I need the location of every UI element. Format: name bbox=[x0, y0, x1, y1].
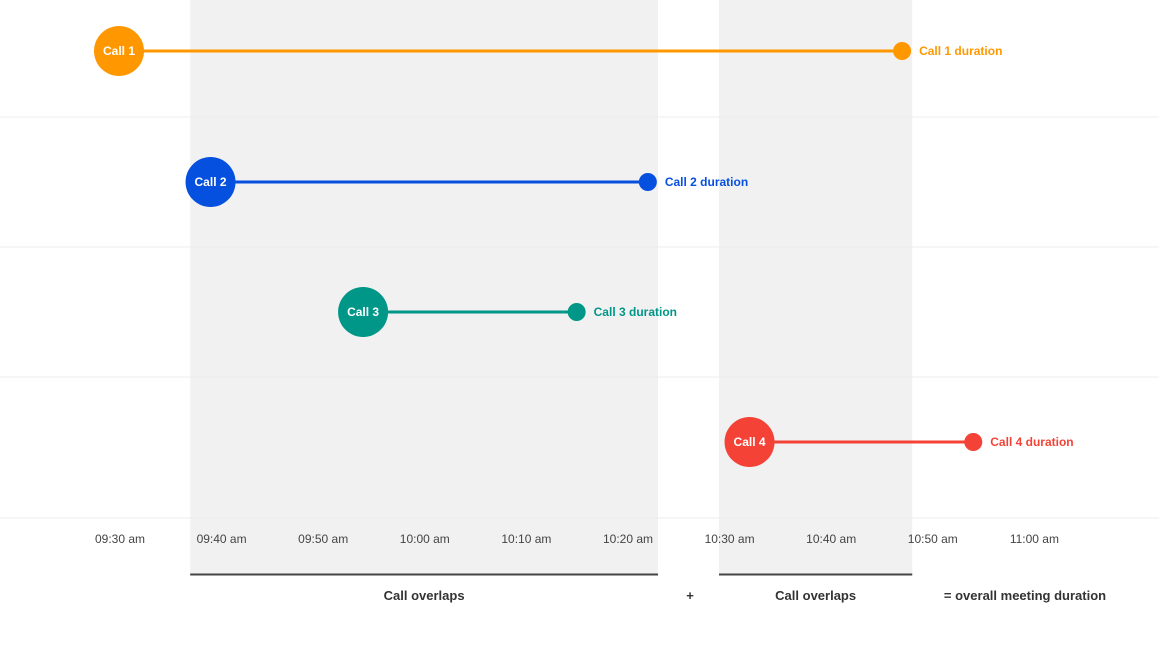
overlap-label: Call overlaps bbox=[384, 588, 465, 603]
call-name-label: Call 3 bbox=[347, 305, 379, 319]
call-start-marker[interactable] bbox=[185, 157, 236, 207]
call-duration-label: Call 1 duration bbox=[919, 44, 1002, 58]
x-tick-label: 09:40 am bbox=[197, 532, 247, 546]
overlap-label: Call overlaps bbox=[775, 588, 856, 603]
call-end-marker[interactable] bbox=[964, 433, 983, 451]
call-end-marker[interactable] bbox=[567, 303, 586, 321]
x-tick-label: 10:20 am bbox=[603, 532, 653, 546]
x-tick-label: 10:30 am bbox=[705, 532, 755, 546]
call-series: Call 3 Call 3 duration bbox=[338, 287, 677, 337]
call-end-marker[interactable] bbox=[638, 173, 657, 191]
call-start-marker[interactable] bbox=[724, 417, 775, 467]
x-tick-label: 10:50 am bbox=[908, 532, 958, 546]
total-duration-annotation: = overall meeting duration bbox=[944, 588, 1106, 603]
plus-annotation: + bbox=[686, 588, 694, 603]
call-series: Call 1 Call 1 duration bbox=[94, 26, 1002, 76]
call-series: Call 2 Call 2 duration bbox=[185, 157, 748, 207]
call-name-label: Call 1 bbox=[103, 44, 135, 58]
x-tick-label: 10:40 am bbox=[806, 532, 856, 546]
call-series: Call 4 Call 4 duration bbox=[724, 417, 1074, 467]
call-name-label: Call 2 bbox=[195, 175, 227, 189]
call-start-marker[interactable] bbox=[94, 26, 144, 76]
overlap-region bbox=[190, 0, 659, 575]
call-duration-label: Call 3 duration bbox=[594, 305, 677, 319]
x-tick-label: 10:00 am bbox=[400, 532, 450, 546]
x-tick-label: 11:00 am bbox=[1010, 532, 1059, 546]
call-name-label: Call 4 bbox=[734, 435, 766, 449]
x-tick-label: 09:30 am bbox=[95, 532, 145, 546]
x-tick-label: 09:50 am bbox=[298, 532, 348, 546]
call-duration-label: Call 4 duration bbox=[990, 435, 1073, 449]
x-tick-label: 10:10 am bbox=[501, 532, 551, 546]
call-end-marker[interactable] bbox=[893, 42, 912, 60]
call-start-marker[interactable] bbox=[338, 287, 389, 337]
call-duration-label: Call 2 duration bbox=[665, 175, 748, 189]
overlap-region bbox=[719, 0, 913, 575]
